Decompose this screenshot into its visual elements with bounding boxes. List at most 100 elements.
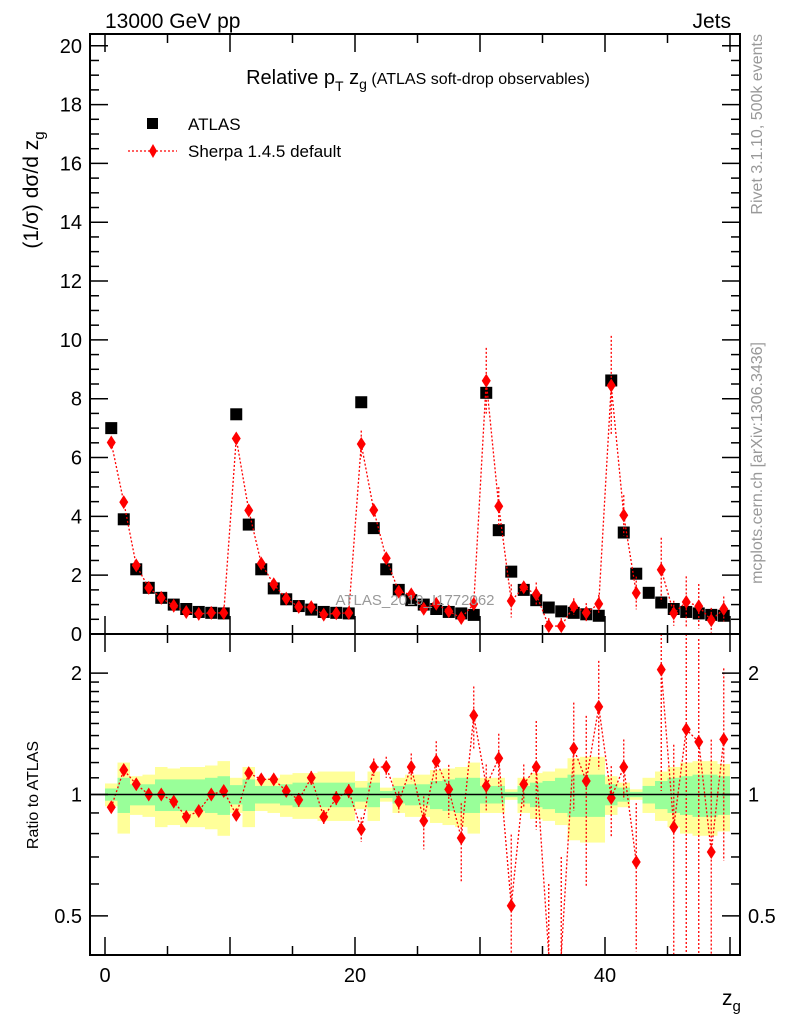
ratio-y-tick-label: 1 [71, 785, 82, 807]
sherpa-ratio-point [256, 772, 266, 787]
sherpa-ratio-point [369, 759, 379, 774]
sherpa-point [606, 378, 616, 393]
sherpa-ratio-point [694, 734, 704, 749]
sherpa-point [444, 604, 454, 619]
sherpa-point [344, 606, 354, 620]
green-band-bin [117, 777, 130, 813]
sherpa-ratio-point [431, 754, 441, 769]
rivet-version-text: Rivet 3.1.10, 500k events [749, 34, 766, 215]
sherpa-point [156, 590, 166, 605]
y-tick-label: 14 [60, 212, 82, 234]
ratio-y-tick-label: 0.5 [54, 906, 82, 928]
sherpa-point [619, 508, 629, 523]
sherpa-point [119, 495, 129, 510]
green-band-bin [717, 776, 730, 815]
y-tick-label: 0 [71, 624, 82, 646]
x-tick-label: 20 [344, 965, 366, 987]
atlas-point [592, 609, 605, 622]
sherpa-point [519, 580, 529, 595]
sherpa-ratio-line [110, 706, 637, 955]
sherpa-ratio-point [106, 800, 116, 815]
atlas-point [230, 408, 243, 421]
ratio-y-tick-label-right: 0.5 [748, 906, 776, 928]
green-band-bin [667, 777, 680, 813]
sherpa-point [144, 580, 154, 595]
sherpa-point [581, 605, 591, 620]
sherpa-ratio-point [181, 809, 191, 824]
sherpa-ratio-point [381, 759, 391, 774]
sherpa-ratio-point [519, 777, 529, 792]
sherpa-ratio-point [469, 708, 479, 723]
green-band-bin [467, 777, 480, 813]
sherpa-point [456, 610, 466, 625]
sherpa-ratio-point [481, 778, 491, 793]
atlas-point [117, 513, 130, 526]
y-tick-label: 6 [71, 448, 82, 470]
atlas-point [105, 422, 118, 435]
sherpa-point [631, 586, 641, 600]
ratio-y-tick-label-right: 2 [748, 663, 759, 685]
energy-label: 13000 GeV pp [105, 10, 240, 33]
category-label: Jets [692, 10, 731, 33]
sherpa-point [169, 598, 179, 613]
atlas-point [642, 586, 655, 599]
sherpa-point [681, 595, 691, 610]
ratio-plot-marks [106, 634, 729, 955]
sherpa-point [706, 613, 716, 628]
atlas-point [680, 605, 693, 618]
y-tick-label: 20 [60, 36, 82, 58]
ratio-uncertainty-bands [105, 756, 730, 843]
atlas-point [367, 522, 380, 535]
sherpa-point [306, 600, 316, 615]
sherpa-ratio-point [419, 813, 429, 828]
sherpa-point [244, 503, 254, 518]
sherpa-point [131, 558, 141, 573]
sherpa-point [669, 606, 679, 621]
sherpa-ratio-point [494, 751, 504, 766]
legend-sherpa-marker [149, 144, 157, 158]
sherpa-ratio-point [231, 807, 241, 822]
y-tick-label: 12 [60, 271, 82, 293]
atlas-point [555, 605, 568, 618]
atlas-point [492, 524, 505, 537]
sherpa-point [481, 373, 491, 388]
green-band-bin [592, 774, 605, 817]
sherpa-point [219, 606, 229, 620]
atlas-point [655, 596, 668, 609]
x-axis-label: zg [722, 987, 741, 1015]
sherpa-point [506, 593, 516, 608]
sherpa-point [356, 436, 366, 451]
sherpa-ratio-point [506, 898, 516, 913]
sherpa-ratio-point [456, 831, 466, 846]
ratio-y-axis-label: Ratio to ATLAS [25, 741, 42, 849]
legend: ATLAS Sherpa 1.4.5 default [128, 115, 341, 161]
sherpa-ratio-point [294, 792, 304, 807]
legend-atlas-label: ATLAS [188, 115, 241, 134]
sherpa-point [594, 596, 604, 611]
sherpa-ratio-point [569, 741, 579, 756]
sherpa-ratio-point [306, 770, 316, 785]
green-band-bin [455, 777, 468, 813]
sherpa-point [281, 591, 291, 606]
sherpa-point [544, 619, 554, 634]
y-tick-label: 18 [60, 95, 82, 117]
sherpa-ratio-point [194, 804, 204, 819]
legend-sherpa-label: Sherpa 1.4.5 default [188, 142, 341, 161]
sherpa-ratio-point [406, 759, 416, 774]
sherpa-point [256, 556, 266, 571]
sherpa-point [469, 596, 479, 611]
sherpa-point [531, 587, 541, 602]
sherpa-ratio-point [169, 794, 179, 809]
sherpa-point [419, 601, 429, 616]
sherpa-point [694, 599, 704, 614]
x-tick-label: 0 [99, 965, 110, 987]
y-tick-label: 10 [60, 330, 82, 352]
sherpa-ratio-point [706, 845, 716, 860]
sherpa-point [431, 596, 441, 611]
ratio-y-tick-label: 2 [71, 663, 82, 685]
sherpa-point [206, 605, 216, 620]
sherpa-ratio-point [681, 722, 691, 737]
sherpa-ratio-point [444, 782, 454, 797]
main-plot-marks [105, 335, 730, 634]
